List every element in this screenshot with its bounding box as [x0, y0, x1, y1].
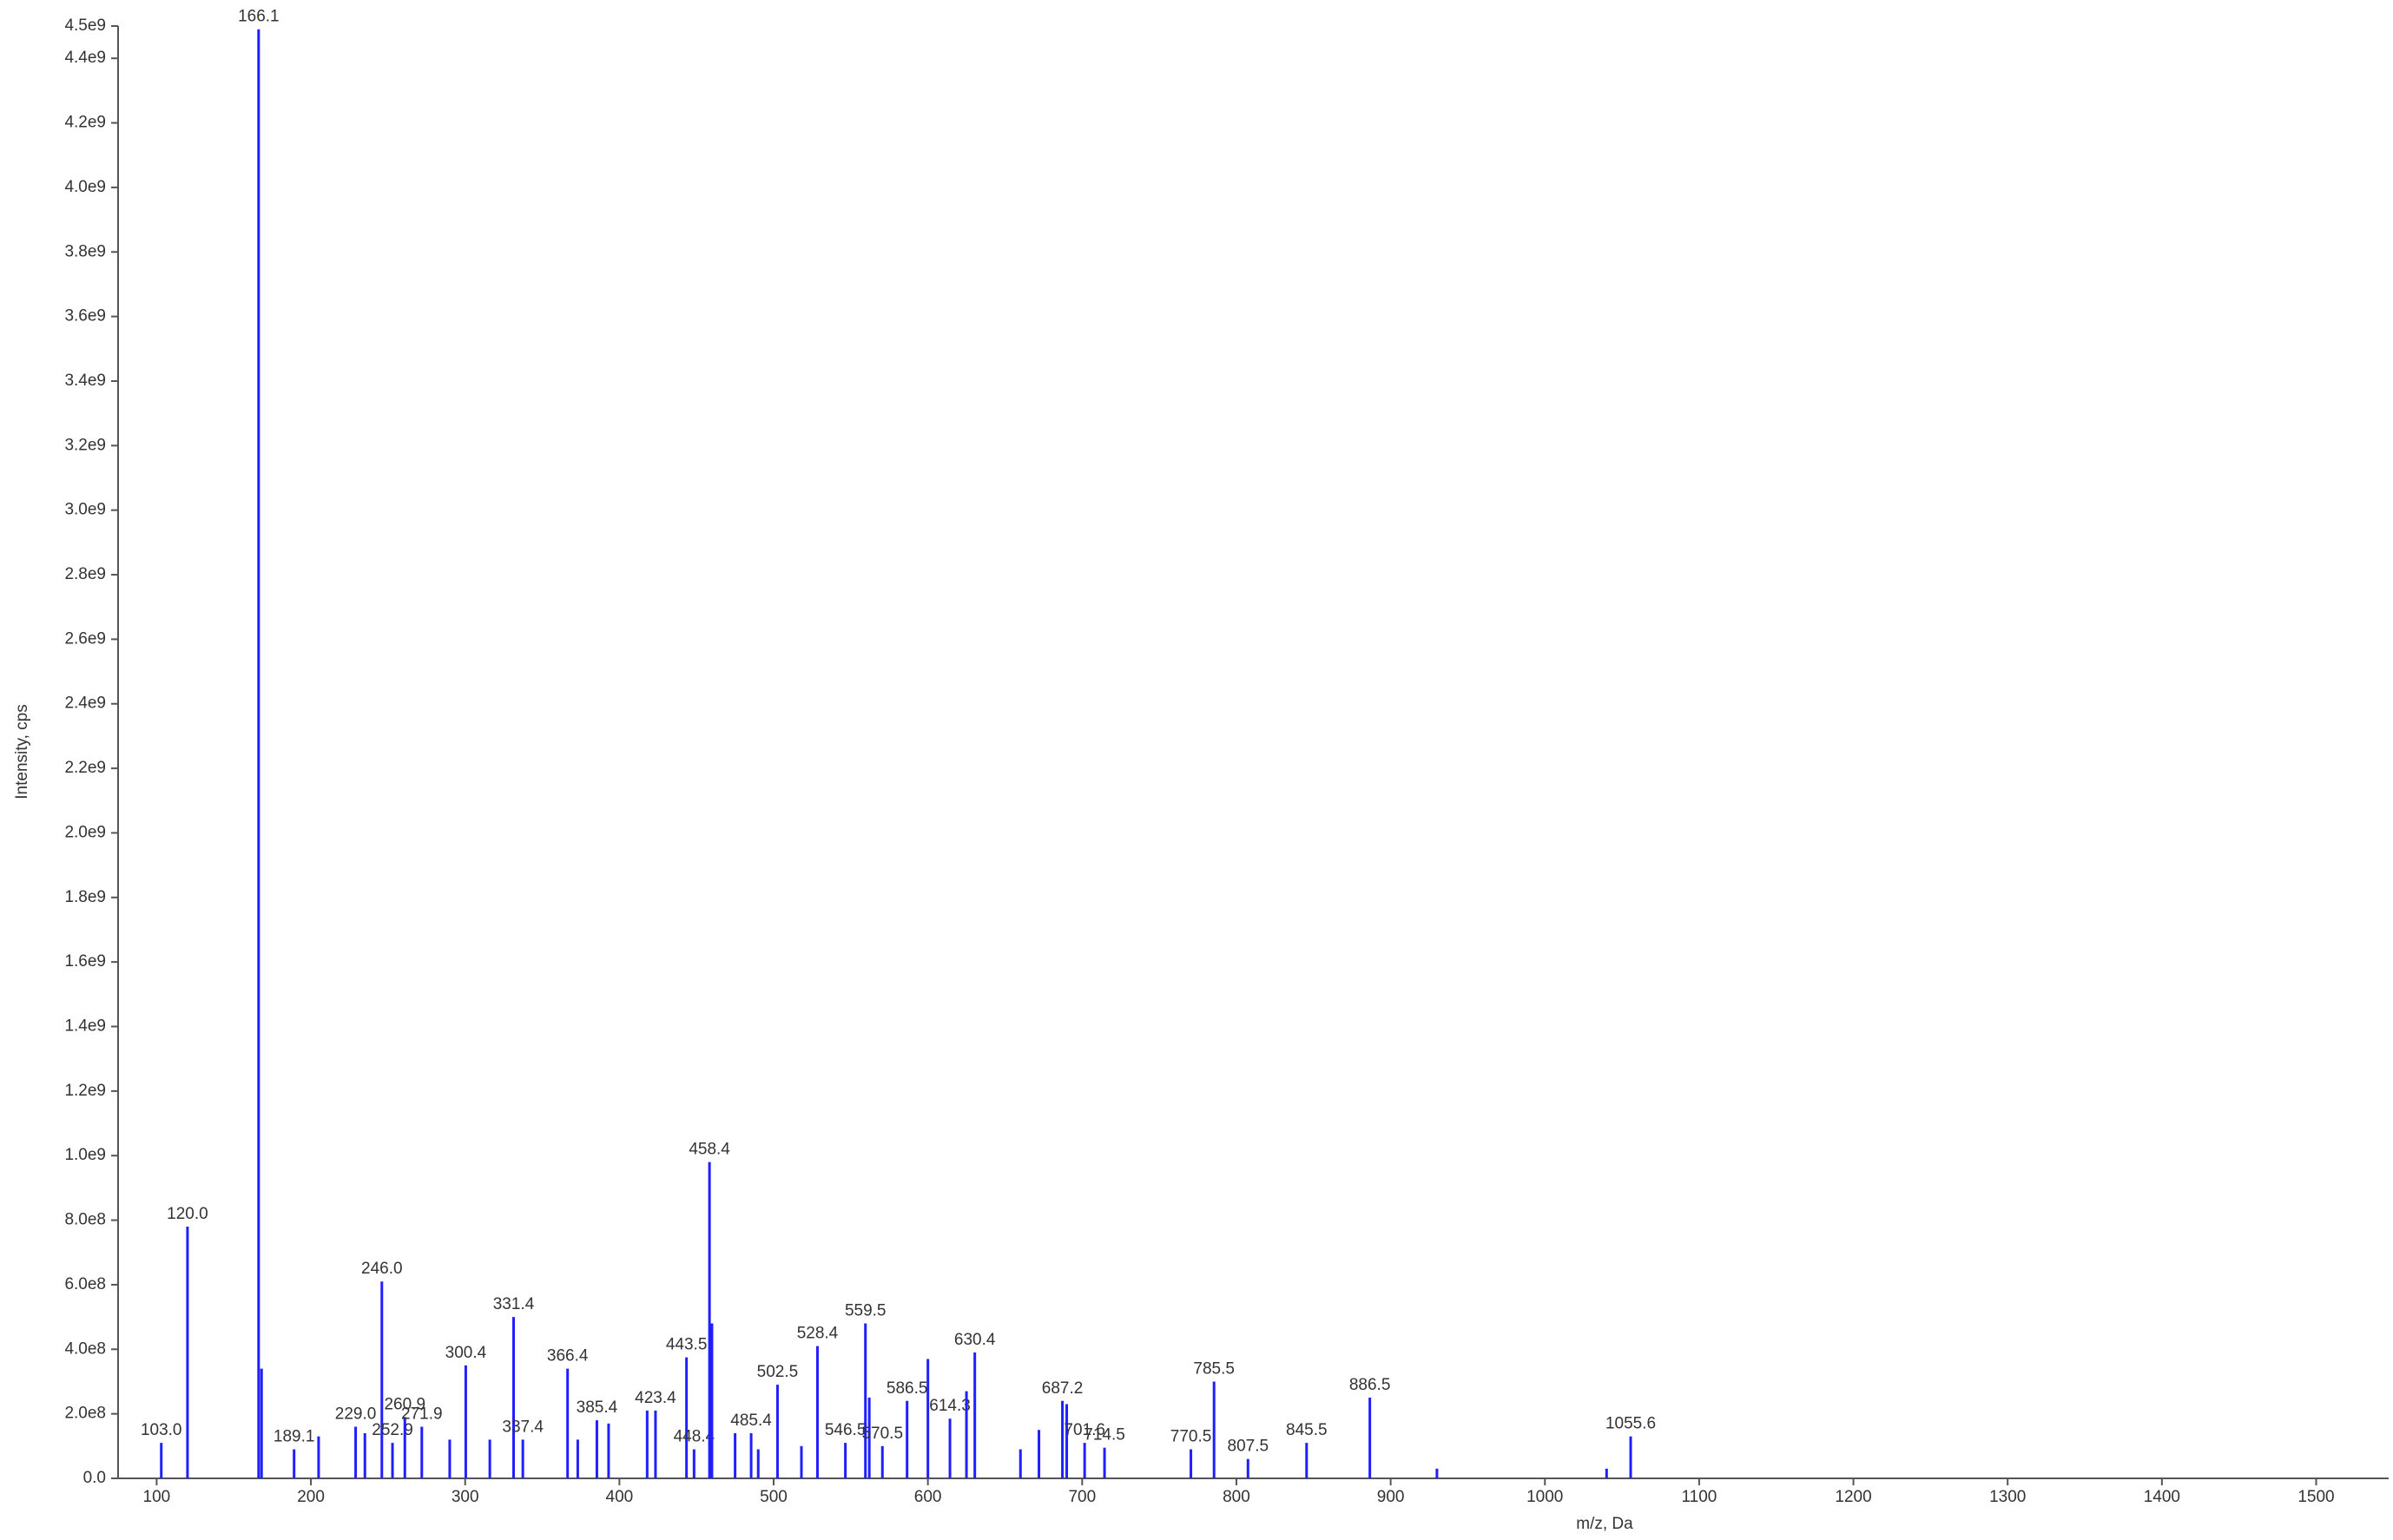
peak-label: 614.3	[929, 1397, 971, 1415]
y-tick-label: 1.4e9	[64, 1017, 106, 1036]
y-tick-label: 4.0e8	[64, 1339, 106, 1358]
y-tick-label: 2.0e8	[64, 1405, 106, 1423]
x-tick-label: 1500	[2297, 1488, 2334, 1506]
peak-label: 300.4	[445, 1344, 487, 1362]
peak-label: 385.4	[577, 1399, 618, 1417]
x-tick-label: 100	[143, 1488, 171, 1506]
y-tick-label: 4.4e9	[64, 49, 106, 67]
y-tick-label: 3.0e9	[64, 501, 106, 519]
peak-label: 528.4	[797, 1325, 839, 1343]
peak-label: 246.0	[361, 1260, 403, 1278]
peak-label: 714.5	[1084, 1426, 1125, 1445]
peak-label: 886.5	[1349, 1376, 1391, 1394]
peak-label: 252.9	[372, 1421, 413, 1439]
x-tick-label: 1100	[1681, 1488, 1717, 1506]
y-tick-label: 1.0e9	[64, 1146, 106, 1164]
peak-label: 485.4	[730, 1412, 772, 1430]
peak-label: 630.4	[954, 1331, 996, 1349]
y-tick-label: 1.8e9	[64, 888, 106, 906]
peak-label: 570.5	[861, 1425, 903, 1443]
x-tick-label: 1200	[1835, 1488, 1871, 1506]
peak-label: 166.1	[238, 8, 280, 26]
y-tick-label: 2.2e9	[64, 759, 106, 777]
x-tick-label: 800	[1223, 1488, 1250, 1506]
y-tick-label: 1.6e9	[64, 952, 106, 971]
peak-label: 586.5	[887, 1379, 928, 1398]
y-tick-label: 2.6e9	[64, 629, 106, 648]
peak-label: 423.4	[635, 1389, 676, 1407]
peak-label: 260.9	[384, 1395, 425, 1413]
y-tick-label: 4.0e9	[64, 178, 106, 196]
peak-label: 701.6	[1064, 1421, 1105, 1439]
peak-label: 458.4	[689, 1141, 730, 1159]
peak-label: 103.0	[141, 1421, 182, 1439]
x-tick-label: 200	[297, 1488, 325, 1506]
x-tick-label: 500	[760, 1488, 788, 1506]
y-axis-title: Intensity, cps	[13, 704, 31, 799]
peak-label: 331.4	[493, 1295, 535, 1313]
y-tick-label: 4.5e9	[64, 16, 106, 35]
peak-label: 1055.6	[1605, 1415, 1656, 1433]
peak-label: 337.4	[502, 1418, 544, 1436]
y-tick-label: 3.2e9	[64, 436, 106, 454]
peak-label: 502.5	[757, 1363, 799, 1381]
x-tick-label: 1400	[2144, 1488, 2180, 1506]
x-tick-label: 1300	[1989, 1488, 2026, 1506]
y-tick-label: 3.6e9	[64, 307, 106, 326]
y-tick-label: 0.0	[83, 1469, 106, 1487]
y-tick-label: 1.2e9	[64, 1082, 106, 1100]
y-tick-label: 2.0e9	[64, 823, 106, 841]
peak-label: 770.5	[1170, 1428, 1212, 1446]
x-tick-label: 400	[606, 1488, 634, 1506]
x-tick-label: 1000	[1526, 1488, 1563, 1506]
peak-label: 443.5	[666, 1336, 708, 1354]
peak-label: 845.5	[1286, 1421, 1328, 1439]
y-tick-label: 2.8e9	[64, 565, 106, 583]
peak-label: 807.5	[1228, 1438, 1269, 1456]
peak-label: 687.2	[1042, 1379, 1084, 1398]
y-tick-label: 3.8e9	[64, 242, 106, 260]
peak-label: 546.5	[825, 1421, 867, 1439]
peak-label: 189.1	[274, 1428, 315, 1446]
y-tick-label: 6.0e8	[64, 1275, 106, 1293]
peak-label: 448.4	[674, 1428, 715, 1446]
x-tick-label: 700	[1068, 1488, 1096, 1506]
peak-label: 785.5	[1193, 1359, 1235, 1378]
peak-label: 271.9	[401, 1405, 443, 1424]
x-tick-label: 600	[914, 1488, 942, 1506]
x-axis-title: m/z, Da	[1576, 1515, 1633, 1533]
x-tick-label: 900	[1377, 1488, 1405, 1506]
x-tick-label: 300	[452, 1488, 479, 1506]
y-tick-label: 4.2e9	[64, 114, 106, 132]
y-tick-label: 8.0e8	[64, 1211, 106, 1229]
peak-label: 366.4	[547, 1347, 589, 1366]
y-tick-label: 3.4e9	[64, 372, 106, 390]
peak-label: 229.0	[335, 1405, 377, 1424]
peak-label: 559.5	[845, 1302, 887, 1320]
peak-label: 120.0	[167, 1205, 208, 1223]
y-tick-label: 2.4e9	[64, 694, 106, 713]
